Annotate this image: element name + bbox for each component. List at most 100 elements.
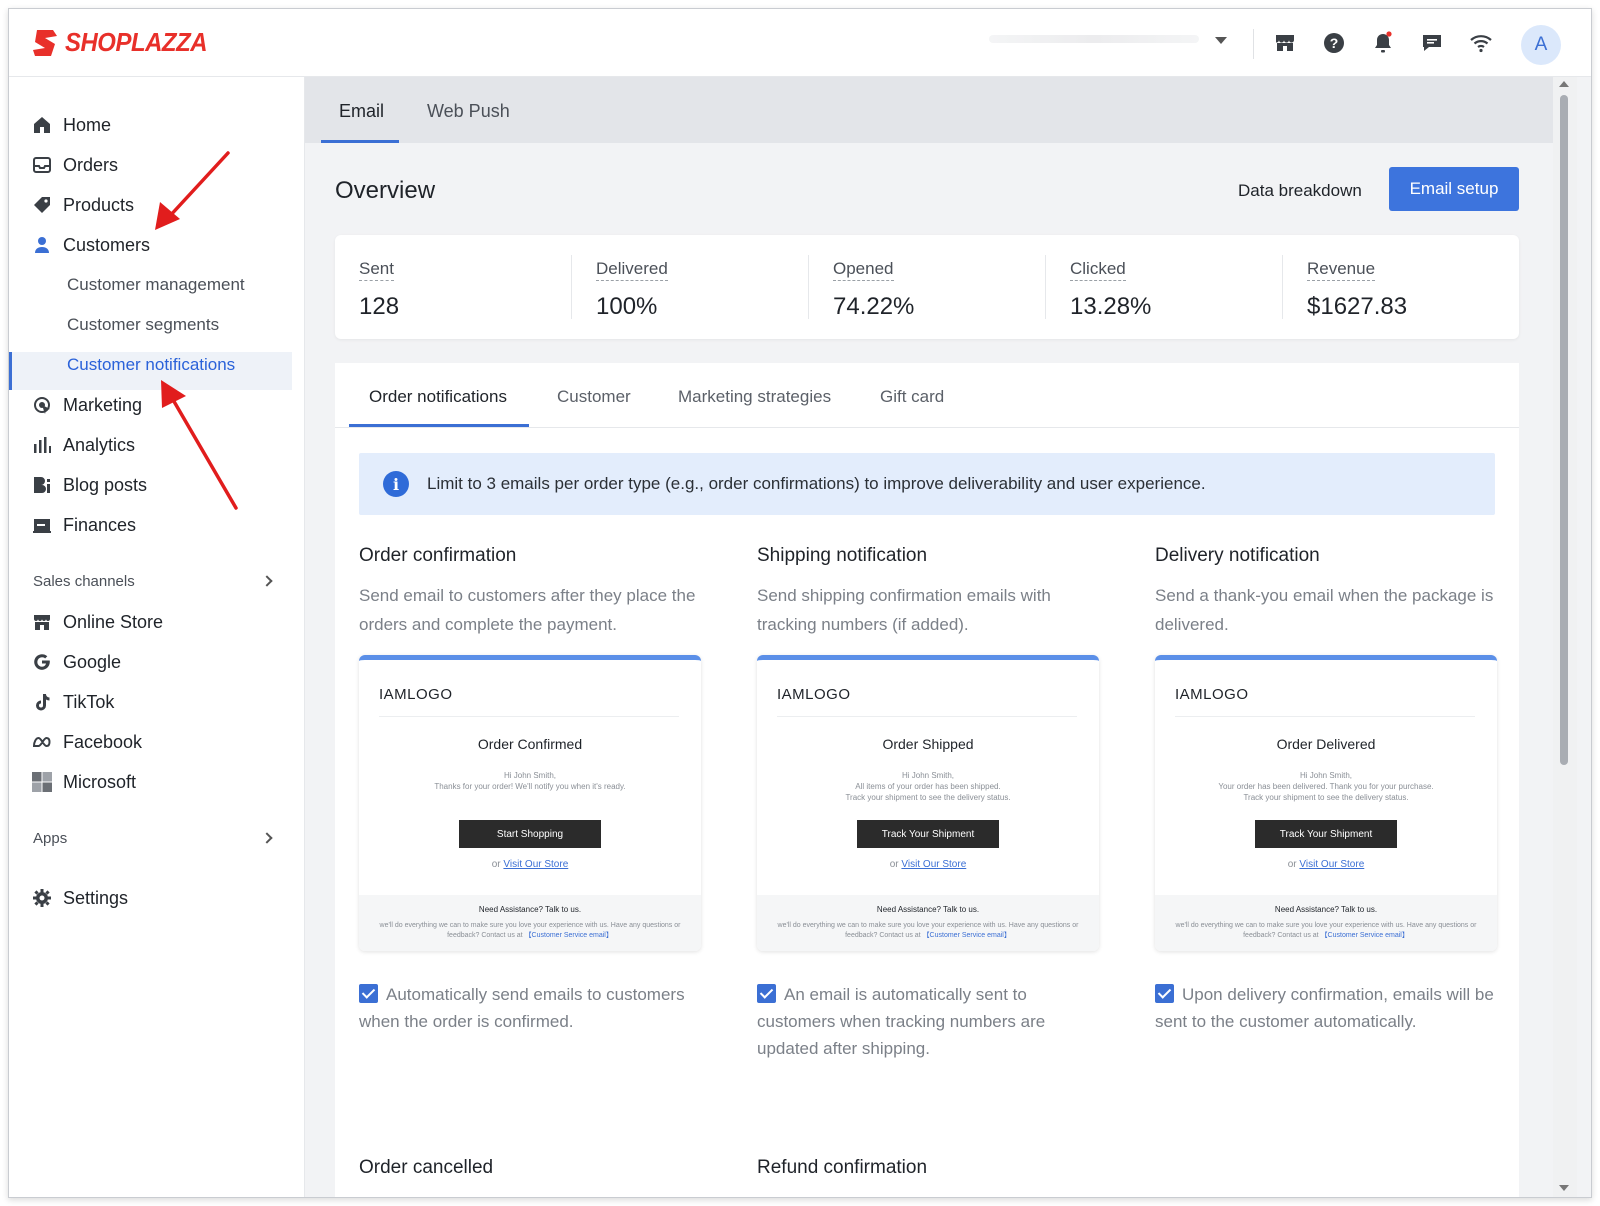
preview-logo: IAMLOGO: [777, 686, 851, 703]
preview-footer-text: we'll do everything we can to make sure …: [379, 922, 681, 939]
top-bar: SHOPLAZZA ?: [9, 9, 1591, 77]
sidebar-item-blog-posts[interactable]: Blog posts: [31, 470, 147, 500]
preview-body: Hi John Smith, Your order has been deliv…: [1155, 770, 1497, 803]
email-preview[interactable]: IAMLOGO Order Confirmed Hi John Smith, T…: [359, 655, 701, 951]
preview-logo: IAMLOGO: [1175, 686, 1249, 703]
info-banner: i Limit to 3 emails per order type (e.g.…: [359, 453, 1495, 515]
email-preview[interactable]: IAMLOGO Order Shipped Hi John Smith, All…: [757, 655, 1099, 951]
sidebar-item-finances[interactable]: Finances: [31, 510, 136, 540]
email-preview[interactable]: IAMLOGO Order Delivered Hi John Smith, Y…: [1155, 655, 1497, 951]
sidebar-item-facebook[interactable]: Facebook: [31, 727, 142, 757]
info-icon: i: [383, 471, 409, 497]
preview-or-text: or: [1287, 859, 1297, 870]
preview-alt-link: or Visit Our Store: [1155, 859, 1497, 870]
sidebar-item-home[interactable]: Home: [31, 110, 111, 140]
store-icon[interactable]: [1273, 31, 1297, 55]
stat-opened: Opened 74.22%: [833, 259, 1069, 321]
sidebar-item-customers[interactable]: Customers: [31, 230, 150, 260]
preview-footer-title: Need Assistance? Talk to us.: [478, 905, 582, 914]
sidebar-item-microsoft[interactable]: Microsoft: [31, 767, 136, 797]
sidebar-item-label: Products: [63, 194, 135, 215]
stat-value: 100%: [596, 293, 658, 320]
checkbox-label: Upon delivery confirmation, emails will …: [1155, 985, 1494, 1031]
auto-send-checkbox[interactable]: [359, 984, 378, 1003]
preview-footer-text: we'll do everything we can to make sure …: [777, 922, 1079, 939]
preview-store-link: Visit Our Store: [1299, 859, 1365, 870]
preview-footer: Need Assistance? Talk to us. we'll do ev…: [359, 895, 701, 951]
sidebar-item-orders[interactable]: Orders: [31, 150, 118, 180]
preview-greeting: Hi John Smith,: [1299, 771, 1353, 780]
preview-footer-link: 【Customer Service email】: [922, 932, 1011, 939]
sidebar-item-analytics[interactable]: Analytics: [31, 430, 135, 460]
scroll-up-arrow-icon[interactable]: [1559, 81, 1569, 87]
sidebar-item-label: Online Store: [63, 611, 164, 632]
shoplazza-logo-icon: [33, 29, 57, 56]
preview-footer-body: we'll do everything we can to make sure …: [379, 921, 681, 941]
google-icon: [31, 651, 53, 673]
tag-icon: [31, 194, 53, 216]
sidebar-item-label: Orders: [63, 154, 119, 175]
sales-channels-label[interactable]: Sales channels: [33, 573, 135, 590]
auto-send-checkbox[interactable]: [1155, 984, 1174, 1003]
auto-send-checkbox[interactable]: [757, 984, 776, 1003]
stat-label[interactable]: Clicked: [1070, 259, 1126, 281]
preview-message-2: Track your shipment to see the delivery …: [1243, 793, 1409, 802]
preview-divider: [1175, 716, 1475, 717]
sidebar-sub-customer-notifications[interactable]: Customer notifications: [67, 355, 236, 374]
scroll-down-arrow-icon[interactable]: [1559, 1185, 1569, 1191]
stat-label[interactable]: Opened: [833, 259, 894, 281]
stat-label[interactable]: Delivered: [596, 259, 668, 281]
active-item-highlight: [9, 352, 292, 390]
sidebar-item-settings[interactable]: Settings: [31, 883, 128, 913]
preview-message: Thanks for your order! We'll notify you …: [434, 782, 626, 791]
scrollbar[interactable]: [1553, 77, 1577, 1197]
preview-footer-link: 【Customer Service email】: [1320, 932, 1409, 939]
sidebar-sub-customer-management[interactable]: Customer management: [67, 275, 245, 294]
avatar[interactable]: A: [1521, 25, 1561, 65]
email-setup-button[interactable]: Email setup: [1389, 167, 1519, 211]
apps-label[interactable]: Apps: [33, 830, 68, 847]
sidebar-item-label: Finances: [63, 514, 137, 535]
tab-order-notifications[interactable]: Order notifications: [369, 387, 507, 406]
data-breakdown-link[interactable]: Data breakdown: [1238, 181, 1362, 200]
tab-marketing-strategies[interactable]: Marketing strategies: [678, 387, 832, 406]
stat-divider: [1045, 255, 1046, 319]
preview-message-2: Track your shipment to see the delivery …: [845, 793, 1011, 802]
message-icon[interactable]: [1420, 31, 1444, 55]
stat-value: $1627.83: [1307, 293, 1408, 320]
sidebar-item-google[interactable]: Google: [31, 647, 121, 677]
shoplazza-logo[interactable]: SHOPLAZZA: [31, 27, 219, 58]
card-title: Delivery notification: [1155, 545, 1320, 566]
scroll-thumb[interactable]: [1560, 95, 1568, 765]
preview-footer-body: we'll do everything we can to make sure …: [777, 921, 1079, 941]
chevron-right-icon[interactable]: [261, 832, 273, 844]
bell-icon[interactable]: [1371, 31, 1395, 55]
sidebar-item-label: Marketing: [63, 394, 143, 415]
sidebar-item-tiktok[interactable]: TikTok: [31, 687, 114, 717]
preview-body: Hi John Smith, All items of your order h…: [757, 770, 1099, 803]
sidebar-item-online-store[interactable]: Online Store: [31, 607, 163, 637]
sidebar-sub-customer-segments[interactable]: Customer segments: [67, 315, 220, 334]
stat-label[interactable]: Sent: [359, 259, 394, 281]
card-order-confirmation: Order confirmation Send email to custome…: [359, 545, 701, 1031]
tab-gift-card[interactable]: Gift card: [880, 387, 945, 406]
sidebar-item-products[interactable]: Products: [31, 190, 134, 220]
sidebar-item-marketing[interactable]: Marketing: [31, 390, 142, 420]
stat-divider: [571, 255, 572, 319]
tab-email[interactable]: Email: [339, 101, 385, 121]
preview-divider: [777, 716, 1077, 717]
preview-or-text: or: [491, 859, 501, 870]
store-name-redacted: [989, 35, 1199, 43]
stat-label[interactable]: Revenue: [1307, 259, 1376, 281]
store-selector[interactable]: [989, 31, 1239, 55]
tab-customer[interactable]: Customer: [557, 387, 631, 406]
preview-logo: IAMLOGO: [379, 686, 453, 703]
preview-cta-button: Start Shopping: [459, 820, 601, 848]
help-icon[interactable]: ?: [1322, 31, 1346, 55]
wifi-icon[interactable]: [1469, 31, 1493, 55]
app-window: SHOPLAZZA ?: [8, 8, 1592, 1198]
chevron-right-icon[interactable]: [261, 575, 273, 587]
tab-web-push[interactable]: Web Push: [427, 101, 510, 121]
auto-send-setting: Automatically send emails to customers w…: [359, 981, 701, 1035]
preview-footer-text: we'll do everything we can to make sure …: [1175, 922, 1477, 939]
